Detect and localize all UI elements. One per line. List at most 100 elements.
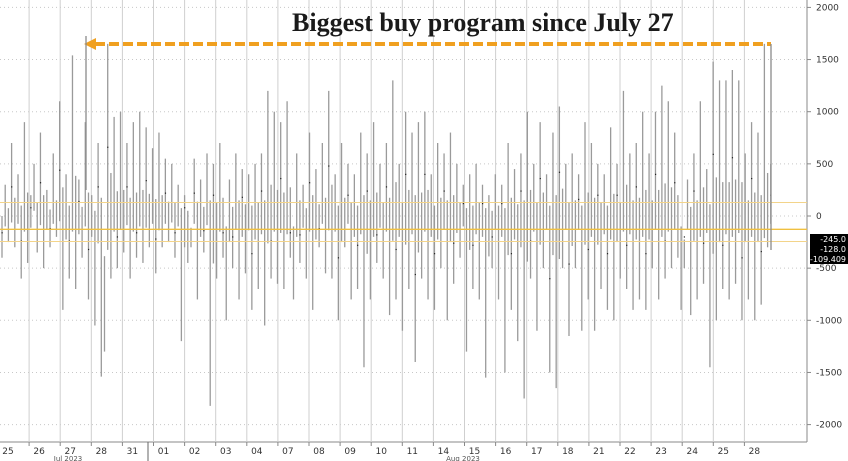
xtick-label: 27 [64,447,75,457]
xtick-label: 07 [282,447,293,457]
bar-dot [289,232,291,234]
bar-dot [318,228,320,230]
bar-dot [703,242,705,244]
bar-dot [280,177,282,180]
bar-dot [232,236,234,238]
bar-dot [549,278,551,280]
bar-dot [760,250,762,253]
bar-dot [126,186,128,188]
bar-dot [357,244,359,246]
bar-dot [731,157,734,159]
bar-dot [203,230,205,232]
month-label: Jul 2023 [53,455,83,461]
xtick-label: 08 [313,447,325,457]
bar-dot [645,253,647,255]
bar-dot [510,253,513,255]
xtick-label: 09 [344,447,356,457]
xtick-label: 21 [593,447,604,457]
bar-dot [1,232,3,234]
bar-dot [501,202,503,205]
bar-dot [616,194,618,196]
xtick-label: 18 [562,447,574,457]
chart-title: Biggest buy program since July 27 [292,8,674,37]
bar-dot [491,236,493,238]
bar-dot [635,186,637,188]
bar-dot [414,273,416,276]
bar-dot [674,182,676,184]
bar-dot [49,228,51,230]
buy-program-arrow [84,36,772,250]
month-label: Aug 2023 [446,455,480,461]
xtick-label: 01 [158,447,169,457]
xtick-label: 28 [749,447,761,457]
bar-dot [520,190,522,192]
bar-dot [722,244,724,246]
bar-dot [366,190,368,192]
bar-dot [136,232,138,234]
bar-dot [184,207,186,209]
bar-dot [59,169,61,171]
xtick-label: 15 [469,447,480,457]
x-axis: 25 26 27 28 31 01 02 03 04 07 08 09 10 11 14 15 16 17 18 21… [2,442,761,461]
bar-dot [587,248,589,251]
bar-dot [241,196,243,198]
bar-dot [683,236,686,238]
bar-dot [30,207,32,209]
last-value-label: -245.0 [820,235,846,244]
bar-dot [597,194,599,196]
bar-dot [693,190,695,192]
bar-dot [578,198,580,201]
bar-dot [309,182,311,184]
ytick-label: -1000 [816,316,842,326]
last-value-label: -128.0 [820,245,846,254]
xtick-label: 23 [655,447,666,457]
bar-dot [424,173,426,175]
xtick-label: 14 [438,447,450,457]
xtick-label: 10 [375,447,387,457]
bar-dot [164,192,167,194]
xtick-label: 11 [407,447,418,457]
bar-dot [395,248,397,251]
bar-dot [443,190,445,192]
bar-dot [751,177,753,180]
bar-dot [174,232,176,234]
bar-dot [405,173,407,175]
xtick-label: 03 [220,447,231,457]
bar-dot [606,253,609,255]
bar-dot [453,242,455,244]
bar-dot [472,244,474,246]
reference-lines [0,201,807,243]
xtick-label: 02 [189,447,200,457]
bar-dot [462,202,464,205]
ytick-label: 500 [816,160,833,170]
last-value-box [810,254,848,264]
xtick-label: 17 [531,447,542,457]
bar-dot [712,153,714,155]
xtick-label: 26 [33,447,45,457]
ytick-label: -2000 [816,421,842,431]
bar-dot [97,186,99,188]
arrow-head [84,38,96,50]
xtick-label: 31 [127,447,138,457]
bar-dot [155,238,157,240]
bar-series [1,43,772,406]
bar-dot [78,200,80,203]
xtick-label: 25 [718,447,729,457]
y-axis: 2000 1500 1000 500 0 -500 -1000 -1500 -2000 [807,3,842,431]
bar-dot [741,257,743,259]
bar-dot [337,257,340,259]
last-value-labels: -245.0-128.0-109.409 [810,234,848,264]
ytick-label: -500 [816,264,837,274]
ytick-label: 1500 [816,56,839,66]
ytick-label: 1000 [816,108,839,118]
last-value-box [810,234,848,244]
bar-dot [347,194,349,196]
bar-dot [39,182,42,184]
bar-dot [145,180,147,182]
xtick-label: 24 [686,447,698,457]
xtick-label: 25 [2,447,13,457]
bar-dot [107,146,109,148]
ytick-label: 2000 [816,3,839,13]
bar-dot [251,253,253,255]
bar-dot [568,263,570,265]
